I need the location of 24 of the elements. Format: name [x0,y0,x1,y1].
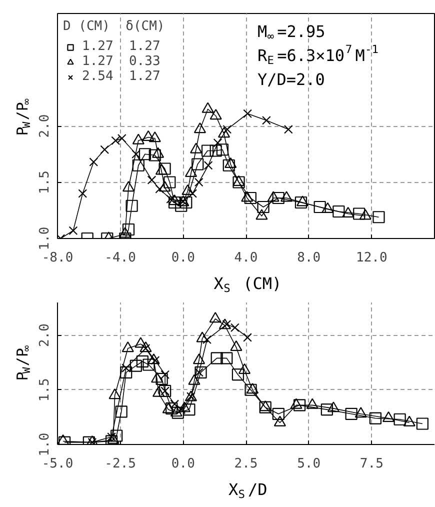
x-tick-label: 5.0 [297,456,321,472]
legend-label: 2.54 1.27 [82,69,160,84]
y-tick-label: 2.0 [38,324,52,348]
x-tick-label: -4.0 [104,250,136,266]
x-tick-label: 0.0 [171,456,195,472]
x-tick-label: 2.5 [234,456,258,472]
x-tick-label: 4.0 [234,250,258,266]
annotation: Y/D=2.0 [258,70,325,89]
legend-title: D (CM) δ(CM) [63,19,165,34]
y-tick-label: 2.0 [38,114,52,138]
x-tick-label: -8.0 [42,250,74,266]
annotation: M∞=2.95 [258,22,326,43]
x-tick-label: 12.0 [356,250,388,266]
y-tick-label: 1.0 [38,432,52,456]
legend-label: 1.27 1.27 [82,39,160,54]
x-tick-label: -5.0 [42,456,74,472]
y-tick-label: 1.5 [38,378,52,402]
y-tick-label: 1.5 [38,170,52,194]
x-tick-label: 8.0 [297,250,321,266]
y-tick-label: 1.0 [38,226,52,250]
x-tick-label: -2.5 [104,456,136,472]
x-tick-label: 7.5 [360,456,384,472]
legend-label: 1.27 0.33 [82,54,160,69]
x-tick-label: 0.0 [171,250,195,266]
